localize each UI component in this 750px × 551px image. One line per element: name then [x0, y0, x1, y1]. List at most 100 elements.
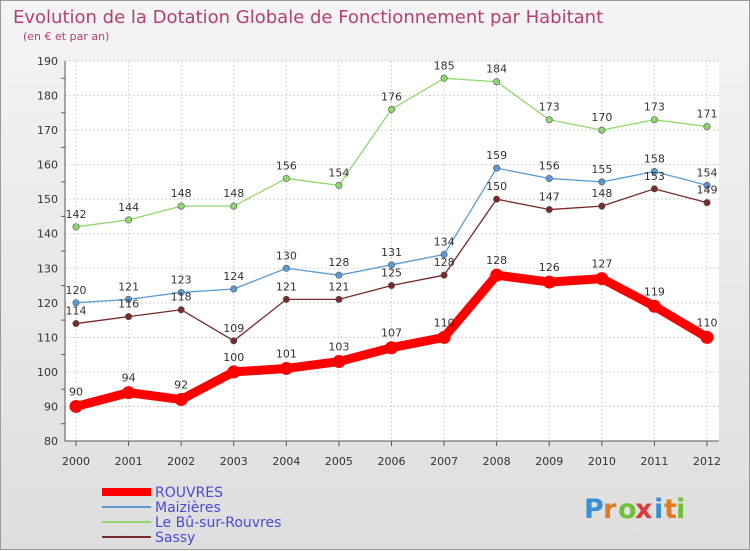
data-label: 100 — [223, 351, 244, 364]
series-point — [387, 261, 395, 269]
series-point — [545, 206, 553, 214]
data-label: 110 — [697, 316, 718, 329]
y-tick-label: 190 — [37, 55, 58, 68]
x-tick-label: 2002 — [167, 455, 195, 468]
series-point — [650, 168, 658, 176]
legend-label: Sassy — [155, 530, 195, 546]
data-label: 158 — [644, 153, 665, 166]
series-point — [437, 330, 451, 344]
y-tick-label: 180 — [37, 90, 58, 103]
series-point — [335, 295, 343, 303]
y-tick-label: 120 — [37, 297, 58, 310]
series-point — [385, 341, 398, 355]
data-label: 110 — [434, 316, 455, 329]
data-label: 128 — [486, 254, 507, 267]
logo-letter: P — [584, 494, 604, 525]
series-point — [282, 174, 290, 182]
series-point — [598, 202, 606, 210]
series-point — [700, 330, 714, 344]
data-label: 107 — [381, 327, 402, 340]
data-label: 128 — [434, 256, 455, 269]
series-point — [440, 74, 448, 82]
chart-subtitle: (en € et par an) — [23, 30, 109, 43]
data-label: 109 — [223, 322, 244, 335]
data-label: 128 — [328, 256, 349, 269]
x-tick-label: 2005 — [325, 455, 353, 468]
series-point — [595, 272, 609, 286]
series-point — [125, 295, 133, 303]
data-label: 118 — [171, 291, 192, 304]
data-label: 121 — [118, 280, 139, 293]
series-point — [230, 202, 238, 210]
x-tick-label: 2000 — [62, 455, 90, 468]
series-point — [545, 174, 553, 182]
series-point — [282, 295, 290, 303]
x-tick-label: 2006 — [378, 455, 406, 468]
y-tick-label: 160 — [37, 159, 58, 172]
data-label: 171 — [697, 108, 718, 121]
series-point — [440, 250, 448, 258]
data-label: 94 — [122, 372, 136, 385]
data-label: 150 — [486, 180, 507, 193]
data-label: 123 — [171, 273, 192, 286]
data-label: 127 — [591, 258, 612, 271]
data-label: 148 — [223, 187, 244, 200]
data-label: 156 — [539, 159, 560, 172]
y-tick-label: 80 — [44, 435, 58, 448]
data-label: 126 — [539, 261, 560, 274]
series-point — [650, 185, 658, 193]
data-labels: 120 121 123 124 130 128 131 134 159 156 155 158 154 1… — [66, 59, 718, 398]
data-label: 130 — [276, 249, 297, 262]
x-tick-label: 2010 — [588, 455, 616, 468]
logo-letter: i — [676, 494, 685, 525]
series-point — [440, 271, 448, 279]
x-tick-label: 2003 — [220, 455, 248, 468]
data-label: 119 — [644, 285, 665, 298]
series-point — [490, 268, 504, 282]
data-label: 176 — [381, 90, 402, 103]
series-point — [703, 199, 711, 207]
series-layer — [69, 74, 714, 413]
x-tick-label: 2008 — [483, 455, 511, 468]
legend-label: ROUVRES — [155, 485, 223, 501]
data-label: 159 — [486, 149, 507, 162]
series-point — [177, 288, 185, 296]
y-tick-label: 150 — [37, 193, 58, 206]
x-tick-label: 2004 — [272, 455, 300, 468]
series-point — [598, 126, 606, 134]
chart-title: Evolution de la Dotation Globale de Fonc… — [13, 7, 603, 28]
series-point — [650, 116, 658, 124]
data-label: 114 — [66, 305, 87, 318]
data-label: 148 — [171, 187, 192, 200]
data-label: 147 — [539, 191, 560, 204]
data-label: 101 — [276, 347, 297, 360]
data-label: 103 — [328, 341, 349, 354]
legend-label: Maizières — [155, 500, 221, 516]
data-label: 185 — [434, 59, 455, 72]
logo-letter: t — [664, 494, 677, 525]
series-point — [125, 216, 133, 224]
data-label: 121 — [328, 280, 349, 293]
series-point — [72, 299, 80, 307]
y-tick-label: 130 — [37, 262, 58, 275]
logo-letter: i — [654, 494, 663, 525]
y-tick-label: 100 — [37, 366, 58, 379]
y-tick-label: 170 — [37, 124, 58, 137]
x-tick-label: 2001 — [115, 455, 143, 468]
series-point — [122, 386, 136, 400]
data-label: 121 — [276, 280, 297, 293]
data-label: 116 — [118, 298, 139, 311]
series-point — [332, 355, 346, 369]
data-label: 148 — [591, 187, 612, 200]
data-label: 173 — [644, 101, 665, 114]
series-point — [703, 123, 711, 131]
x-tick-label: 2007 — [430, 455, 458, 468]
y-tick-label: 90 — [44, 400, 58, 413]
y-tick-label: 110 — [37, 331, 58, 344]
data-label: 149 — [697, 184, 718, 197]
series-point — [493, 195, 501, 203]
